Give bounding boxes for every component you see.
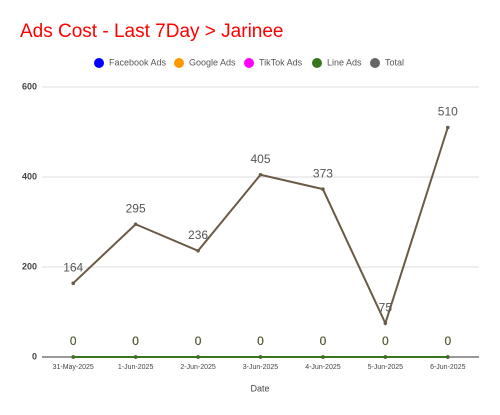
point — [71, 281, 76, 286]
legend-marker — [244, 58, 254, 68]
data-label: 0 — [382, 334, 389, 348]
x-tick-label: 4-Jun-2025 — [305, 364, 341, 371]
data-label: 164 — [63, 260, 83, 274]
data-label: 0 — [320, 334, 327, 348]
point — [445, 125, 450, 130]
data-label: 0 — [132, 334, 139, 348]
data-label: 0 — [132, 334, 139, 348]
data-label: 0 — [257, 334, 264, 348]
legend-label: Google Ads — [189, 57, 236, 67]
data-label: 295 — [126, 201, 146, 215]
data-label: 0 — [195, 334, 202, 348]
point — [321, 355, 325, 359]
data-label: 0 — [444, 334, 451, 348]
point — [196, 249, 200, 253]
data-label: 0 — [195, 334, 202, 348]
legend-marker — [94, 58, 104, 68]
point — [383, 321, 388, 326]
data-label: 0 — [320, 334, 327, 348]
data-label: 510 — [438, 105, 458, 119]
data-label: 0 — [382, 334, 389, 348]
y-tick-label: 600 — [22, 81, 37, 91]
data-label: 75 — [379, 300, 393, 314]
data-label: 0 — [382, 334, 389, 348]
legend-marker — [174, 58, 184, 68]
data-label: 0 — [257, 334, 264, 348]
point — [445, 355, 450, 359]
data-label: 0 — [320, 334, 327, 348]
point — [383, 355, 388, 359]
data-label: 0 — [257, 334, 264, 348]
data-label: 0 — [444, 334, 451, 348]
data-label: 0 — [382, 334, 389, 348]
x-tick-label: 2-Jun-2025 — [180, 364, 216, 371]
legend-label: Total — [385, 57, 404, 67]
data-label: 0 — [320, 334, 327, 348]
y-tick-label: 0 — [32, 351, 37, 361]
data-label: 0 — [195, 334, 202, 348]
legend-label: TikTok Ads — [259, 57, 303, 67]
point — [258, 172, 263, 177]
point — [321, 187, 325, 191]
legend-marker — [370, 58, 380, 68]
chart-title: Ads Cost - Last 7Day > Jarinee — [20, 21, 284, 42]
x-tick-label: 5-Jun-2025 — [368, 364, 404, 371]
x-tick-label: 31-May-2025 — [53, 364, 94, 371]
x-tick-label: 1-Jun-2025 — [118, 364, 154, 371]
point — [133, 355, 138, 359]
data-label: 405 — [250, 152, 270, 166]
data-label: 373 — [313, 166, 333, 180]
point — [133, 222, 138, 227]
data-label: 0 — [195, 334, 202, 348]
data-label: 0 — [132, 334, 139, 348]
y-tick-label: 400 — [22, 171, 37, 181]
data-label: 0 — [70, 334, 77, 348]
data-label: 0 — [70, 334, 77, 348]
data-label: 0 — [70, 334, 77, 348]
data-label: 0 — [444, 334, 451, 348]
legend-label: Line Ads — [327, 57, 362, 67]
y-tick-label: 200 — [22, 261, 37, 271]
point — [196, 355, 200, 359]
data-label: 0 — [444, 334, 451, 348]
point — [258, 355, 263, 359]
data-label: 0 — [132, 334, 139, 348]
legend-marker — [312, 58, 322, 68]
x-axis-title: Date — [250, 383, 269, 393]
x-tick-label: 3-Jun-2025 — [243, 364, 279, 371]
x-tick-label: 6-Jun-2025 — [430, 364, 466, 371]
legend-label: Facebook Ads — [109, 57, 167, 67]
data-label: 0 — [70, 334, 77, 348]
data-label: 0 — [257, 334, 264, 348]
point — [71, 355, 76, 359]
data-label: 236 — [188, 228, 208, 242]
